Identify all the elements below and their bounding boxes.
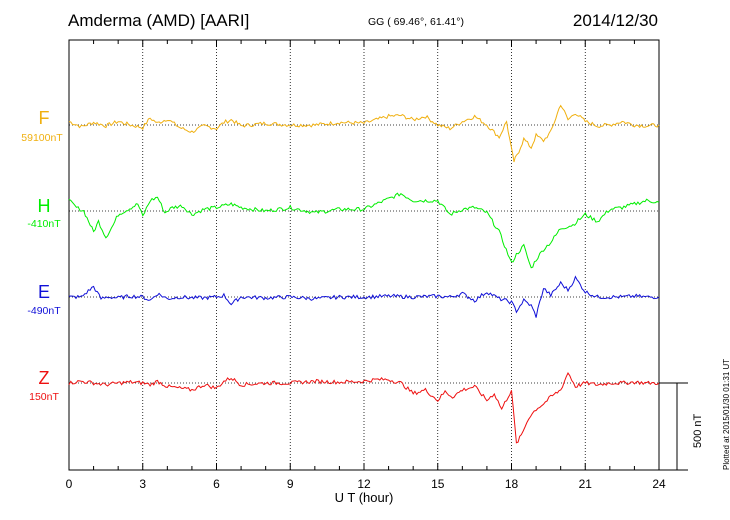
scale-bar (659, 382, 688, 471)
x-tick-label-0: 0 (66, 477, 73, 491)
series-line-Z (68, 371, 660, 444)
x-tick-label-21: 21 (579, 477, 593, 491)
x-tick-labels: 0 3 6 9 12 15 18 21 24 (66, 477, 666, 491)
plotted-timestamp: Plotted at 2015/01/30 01:31 UT (722, 358, 730, 470)
x-axis-label-text: U T (hour) (334, 490, 394, 505)
geographic-coords: GG ( 69.46°, 61.41°) (368, 16, 464, 28)
component-label-h: H (37, 196, 51, 216)
series-line-E (68, 275, 660, 318)
x-tick-label-24: 24 (652, 477, 666, 491)
series-lines (68, 104, 660, 444)
chart-date: 2014/12/30 (572, 11, 658, 30)
baseline-label-z: 150nT (29, 391, 59, 403)
x-axis-label: U T (hour) (0, 491, 730, 504)
baseline-label-e: -490nT (27, 305, 61, 317)
x-tick-label-15: 15 (431, 477, 445, 491)
series-line-H (68, 192, 660, 269)
x-tick-label-6: 6 (213, 477, 220, 491)
plot-frame (68, 39, 660, 471)
series-line-F (68, 104, 660, 163)
baseline-label-h: -410nT (27, 218, 61, 230)
component-label-f: F (38, 108, 50, 128)
x-tick-label-9: 9 (287, 477, 294, 491)
scale-bar-label: 500 nT (692, 413, 704, 448)
grid (69, 40, 659, 470)
component-label-z: Z (38, 368, 50, 388)
component-label-e: E (37, 282, 50, 302)
baseline-label-f: 59100nT (21, 132, 63, 144)
station-title: Amderma (AMD) [AARI] (68, 11, 250, 30)
x-tick-label-3: 3 (139, 477, 146, 491)
axis-ticks (68, 40, 660, 470)
x-tick-label-12: 12 (357, 477, 371, 491)
x-tick-label-18: 18 (505, 477, 519, 491)
